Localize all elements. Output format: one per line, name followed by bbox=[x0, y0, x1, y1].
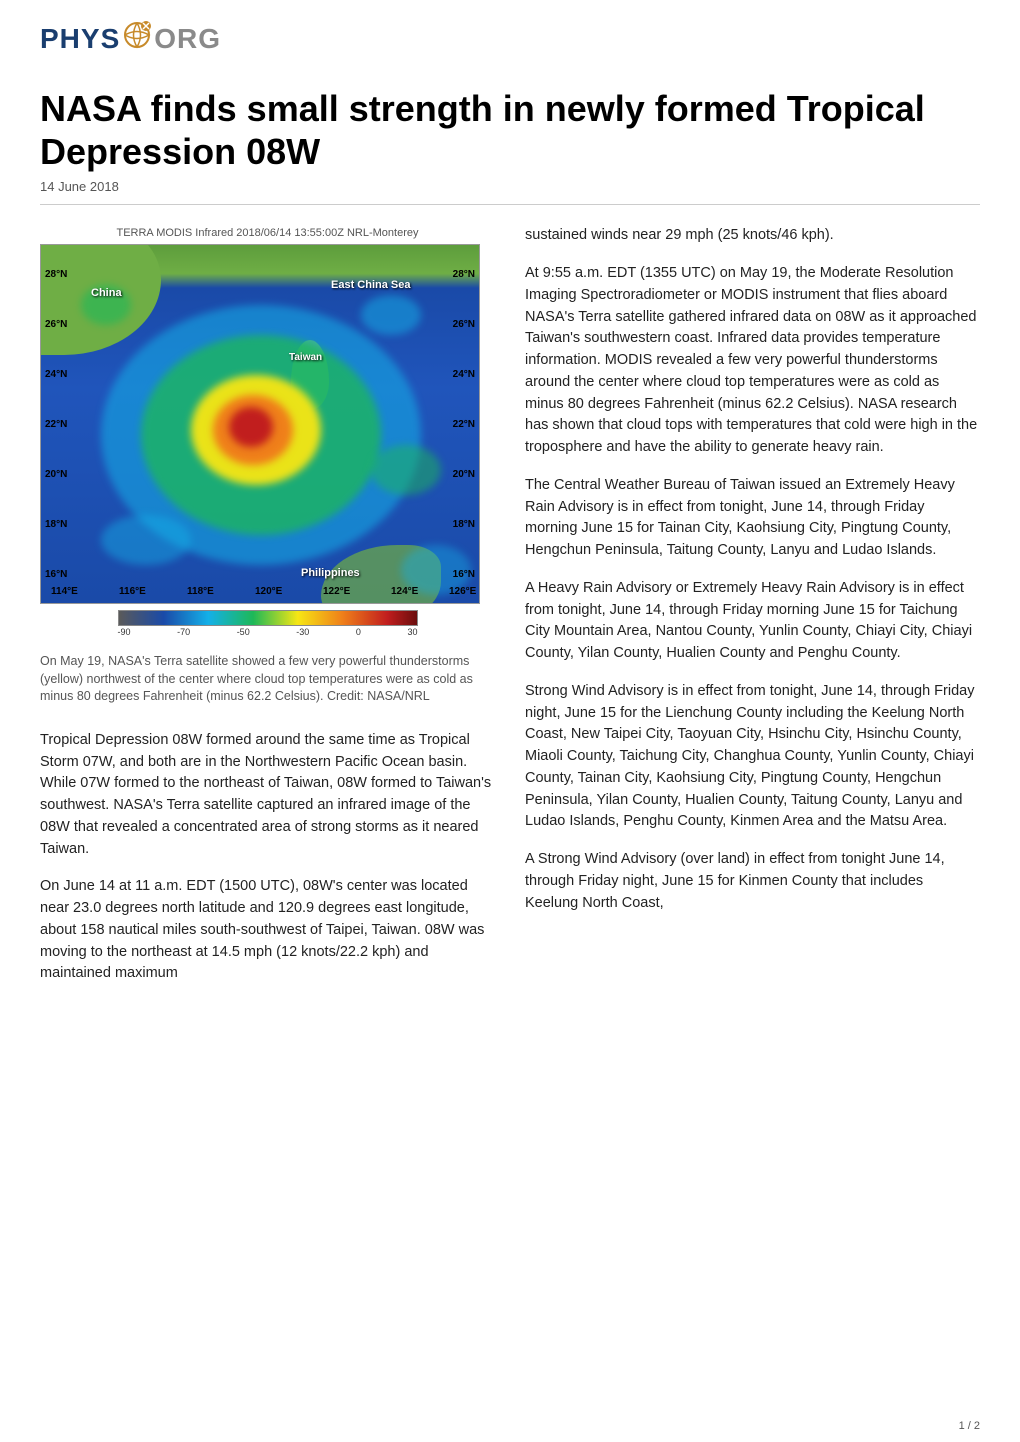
article-date: 14 June 2018 bbox=[40, 179, 980, 194]
logo-phys-text: PHYS bbox=[40, 23, 120, 55]
cb-tick: -30 bbox=[296, 626, 309, 640]
xtick: 122°E bbox=[323, 584, 350, 599]
ytick: 16°N bbox=[45, 567, 67, 582]
globe-icon bbox=[122, 20, 152, 57]
body-paragraph: A Strong Wind Advisory (over land) in ef… bbox=[525, 849, 980, 914]
cb-tick: -70 bbox=[177, 626, 190, 640]
xtick: 118°E bbox=[187, 584, 214, 599]
body-paragraph: The Central Weather Bureau of Taiwan iss… bbox=[525, 475, 980, 562]
cloud-scatter bbox=[361, 295, 421, 335]
ytick: 22°N bbox=[45, 417, 67, 432]
xtick: 124°E bbox=[391, 584, 418, 599]
ytick: 20°N bbox=[45, 467, 67, 482]
map-label-philippines: Philippines bbox=[301, 565, 360, 582]
figure-caption: On May 19, NASA's Terra satellite showed… bbox=[40, 653, 495, 706]
body-paragraph: A Heavy Rain Advisory or Extremely Heavy… bbox=[525, 578, 980, 665]
ytick: 26°N bbox=[453, 317, 475, 332]
storm-red bbox=[229, 407, 273, 447]
xtick: 126°E bbox=[449, 584, 476, 599]
ytick: 26°N bbox=[45, 317, 67, 332]
left-column: TERRA MODIS Infrared 2018/06/14 13:55:00… bbox=[40, 225, 495, 1001]
satellite-figure: TERRA MODIS Infrared 2018/06/14 13:55:00… bbox=[40, 225, 495, 639]
map-label-china: China bbox=[91, 285, 122, 302]
cloud-scatter bbox=[371, 445, 441, 495]
colorbar bbox=[118, 610, 418, 626]
ytick: 16°N bbox=[453, 567, 475, 582]
body-paragraph: sustained winds near 29 mph (25 knots/46… bbox=[525, 225, 980, 247]
cloud-scatter bbox=[101, 515, 191, 565]
right-column: sustained winds near 29 mph (25 knots/46… bbox=[525, 225, 980, 1001]
cb-tick: -90 bbox=[118, 626, 131, 640]
xtick: 120°E bbox=[255, 584, 282, 599]
article-title: NASA finds small strength in newly forme… bbox=[40, 87, 980, 173]
xtick: 114°E bbox=[51, 584, 78, 599]
ytick: 18°N bbox=[453, 517, 475, 532]
body-paragraph: At 9:55 a.m. EDT (1355 UTC) on May 19, t… bbox=[525, 263, 980, 459]
ytick: 28°N bbox=[45, 267, 67, 282]
body-paragraph: Tropical Depression 08W formed around th… bbox=[40, 730, 495, 861]
xtick: 116°E bbox=[119, 584, 146, 599]
logo-org-text: ORG bbox=[154, 23, 221, 55]
ytick: 18°N bbox=[45, 517, 67, 532]
cb-tick: 30 bbox=[407, 626, 417, 640]
ytick: 24°N bbox=[453, 367, 475, 382]
ytick: 20°N bbox=[453, 467, 475, 482]
body-paragraph: Strong Wind Advisory is in effect from t… bbox=[525, 681, 980, 833]
article-body: TERRA MODIS Infrared 2018/06/14 13:55:00… bbox=[40, 225, 980, 1001]
ytick: 22°N bbox=[453, 417, 475, 432]
map-label-taiwan: Taiwan bbox=[289, 350, 322, 365]
ytick: 28°N bbox=[453, 267, 475, 282]
cb-tick: 0 bbox=[356, 626, 361, 640]
site-logo: PHYS ORG bbox=[40, 20, 980, 57]
map-label-ecs: East China Sea bbox=[331, 277, 410, 294]
title-divider bbox=[40, 204, 980, 205]
figure-title: TERRA MODIS Infrared 2018/06/14 13:55:00… bbox=[40, 225, 495, 242]
ytick: 24°N bbox=[45, 367, 67, 382]
page-number: 1 / 2 bbox=[959, 1420, 980, 1432]
cb-tick: -50 bbox=[237, 626, 250, 640]
logo-text: PHYS ORG bbox=[40, 20, 221, 57]
satellite-map: China East China Sea Taiwan Philippines … bbox=[40, 244, 480, 604]
colorbar-ticks: -90 -70 -50 -30 0 30 bbox=[118, 626, 418, 640]
body-paragraph: On June 14 at 11 a.m. EDT (1500 UTC), 08… bbox=[40, 876, 495, 985]
